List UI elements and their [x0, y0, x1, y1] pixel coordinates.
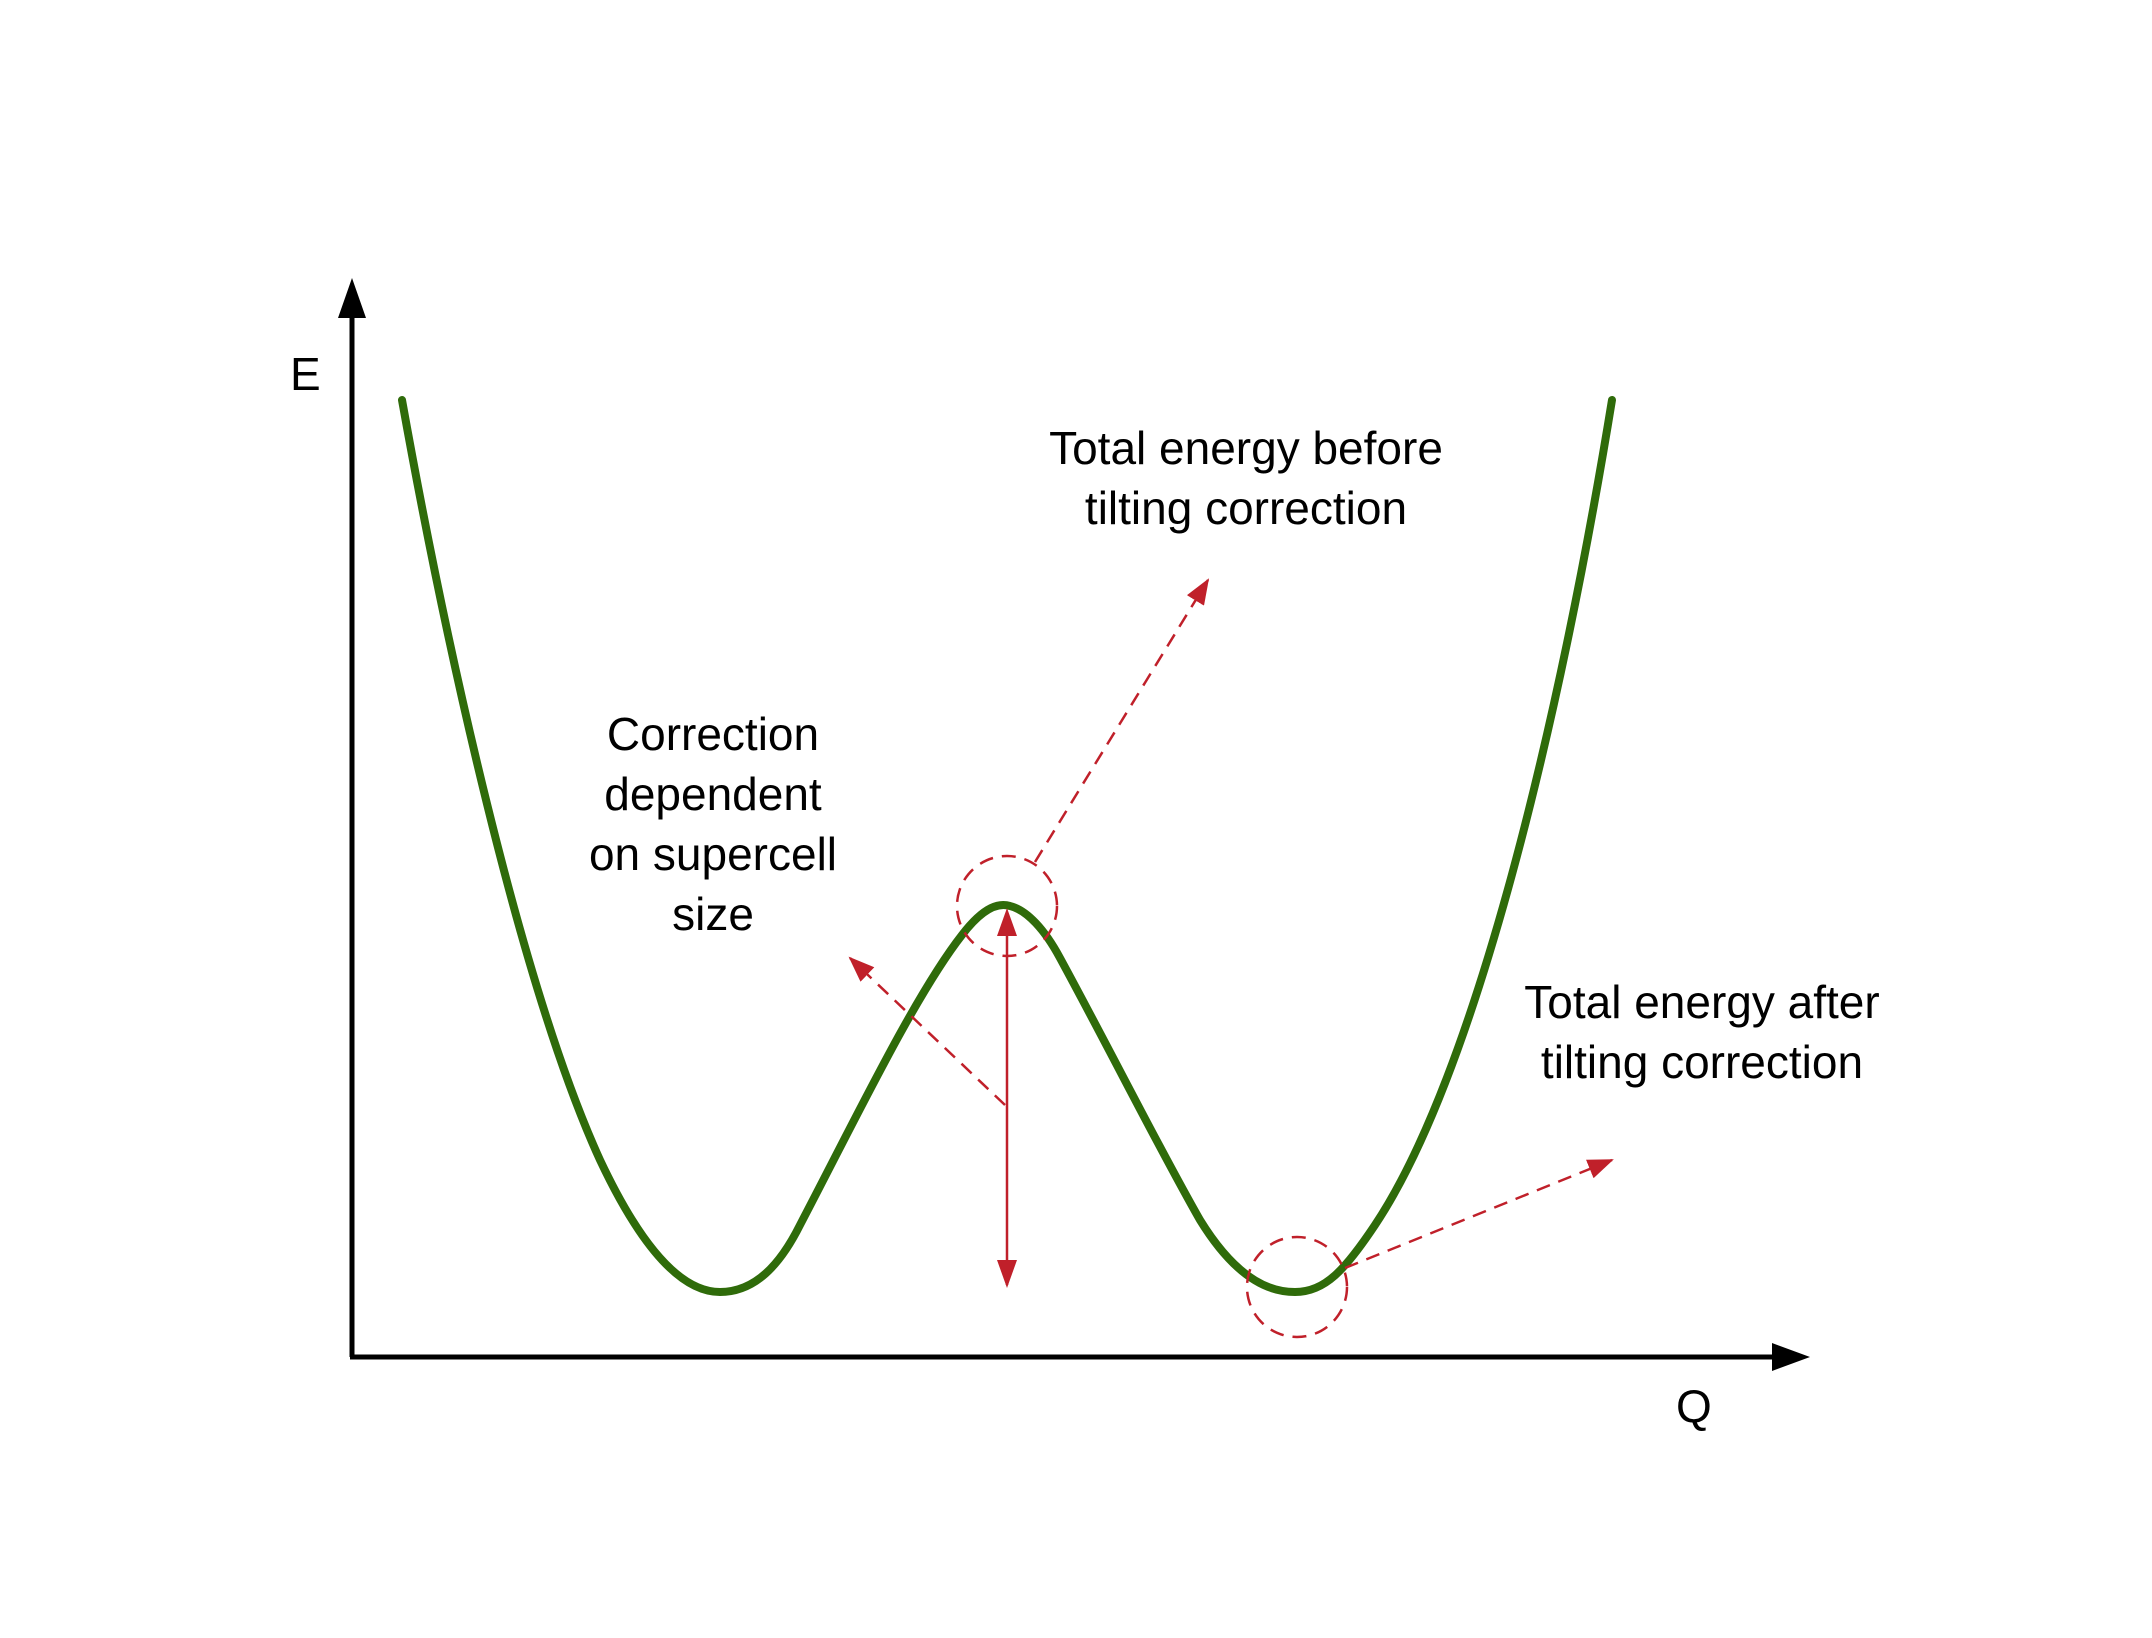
correction-arrowhead-bottom	[997, 1260, 1017, 1288]
correction-arrowhead-top	[997, 908, 1017, 936]
correction-annotation-line-3: on supercell	[589, 828, 837, 880]
y-axis-label: E	[290, 348, 321, 400]
axes	[338, 278, 1810, 1371]
correction-annotation: Correction dependent on supercell size	[589, 708, 837, 940]
x-axis-arrowhead	[1772, 1343, 1810, 1371]
before-annotation-line-2: tilting correction	[1085, 482, 1407, 534]
correction-annotation-line-1: Correction	[607, 708, 819, 760]
correction-annotation-line-2: dependent	[604, 768, 822, 820]
correction-annotation-line-4: size	[672, 888, 754, 940]
y-axis-arrowhead	[338, 278, 366, 318]
before-annotation: Total energy before tilting correction	[1049, 422, 1443, 534]
after-leader-arrow	[1344, 1158, 1614, 1270]
correction-leader-arrow	[848, 956, 1006, 1106]
energy-curve	[398, 396, 1616, 1297]
before-leader-arrow	[1033, 578, 1210, 863]
after-annotation: Total energy after tilting correction	[1524, 976, 1879, 1088]
before-annotation-line-1: Total energy before	[1049, 422, 1443, 474]
minimum-marker-circle	[1245, 1235, 1349, 1339]
x-axis-label: Q	[1676, 1380, 1712, 1432]
after-annotation-line-1: Total energy after	[1524, 976, 1879, 1028]
after-annotation-line-2: tilting correction	[1541, 1036, 1863, 1088]
